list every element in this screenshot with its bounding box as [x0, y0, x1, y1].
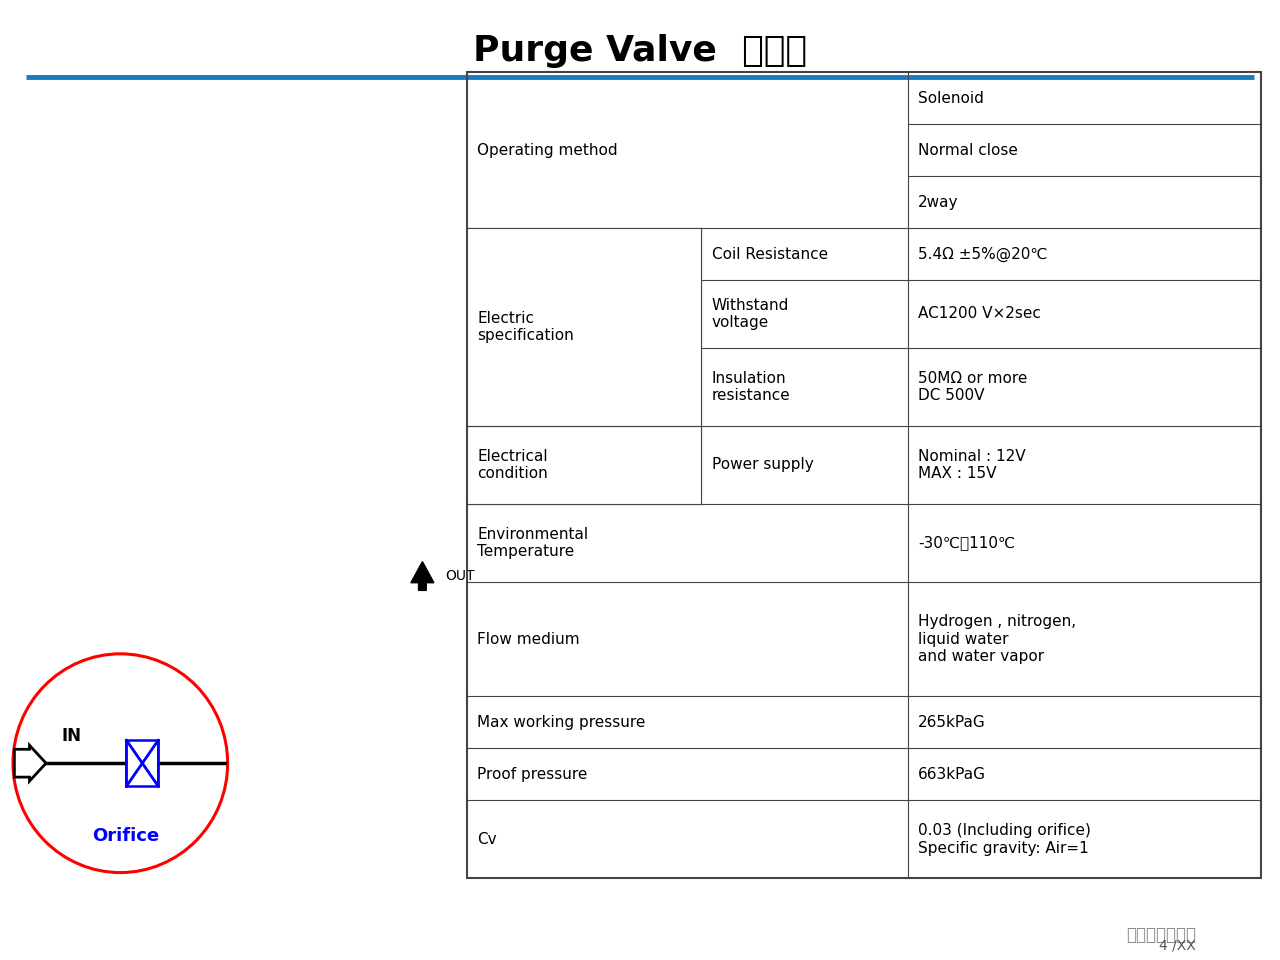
Text: 50MΩ or more
DC 500V: 50MΩ or more DC 500V — [918, 371, 1028, 403]
Text: 0.03 (Including orifice)
Specific gravity: Air=1: 0.03 (Including orifice) Specific gravit… — [918, 823, 1091, 855]
Text: Operating method: Operating method — [477, 142, 618, 157]
Bar — [467, 228, 701, 426]
Text: Hydrogen , nitrogen,
liquid water
and water vapor: Hydrogen , nitrogen, liquid water and wa… — [918, 614, 1076, 664]
FancyArrow shape — [411, 562, 434, 590]
Text: 5.4Ω ±5%@20℃: 5.4Ω ±5%@20℃ — [918, 247, 1047, 262]
Text: Nominal : 12V
MAX : 15V: Nominal : 12V MAX : 15V — [918, 448, 1025, 481]
Text: Environmental
Temperature: Environmental Temperature — [477, 527, 589, 559]
Text: Coil Resistance: Coil Resistance — [712, 247, 828, 261]
Text: -30℃～110℃: -30℃～110℃ — [918, 536, 1015, 550]
Text: 663kPaG: 663kPaG — [918, 767, 986, 781]
Text: Electric
specification: Electric specification — [477, 311, 575, 343]
Polygon shape — [14, 745, 46, 781]
Text: Cv: Cv — [477, 832, 497, 847]
Text: 4 /XX: 4 /XX — [1160, 938, 1196, 952]
Bar — [467, 426, 701, 504]
Polygon shape — [127, 740, 142, 786]
Text: Normal close: Normal close — [918, 142, 1018, 157]
Text: 公共交通联合会: 公共交通联合会 — [1126, 926, 1197, 944]
Text: Withstand
voltage: Withstand voltage — [712, 298, 788, 330]
Text: Flow medium: Flow medium — [477, 632, 580, 647]
Text: Electrical
condition: Electrical condition — [477, 448, 548, 481]
Text: OUT: OUT — [445, 569, 475, 583]
Text: Max working pressure: Max working pressure — [477, 715, 646, 730]
Text: Orifice: Orifice — [92, 827, 160, 845]
Text: IN: IN — [61, 728, 81, 745]
Bar — [467, 72, 1261, 878]
Text: Proof pressure: Proof pressure — [477, 767, 588, 781]
Text: 265kPaG: 265kPaG — [918, 715, 986, 730]
Text: Power supply: Power supply — [712, 457, 813, 472]
Text: Solenoid: Solenoid — [918, 90, 984, 106]
Text: 2way: 2way — [918, 195, 959, 209]
Text: Insulation
resistance: Insulation resistance — [712, 371, 790, 403]
Polygon shape — [142, 740, 159, 786]
Text: AC1200 V×2sec: AC1200 V×2sec — [918, 306, 1041, 322]
Text: Purge Valve  排气阀: Purge Valve 排气阀 — [474, 34, 806, 67]
